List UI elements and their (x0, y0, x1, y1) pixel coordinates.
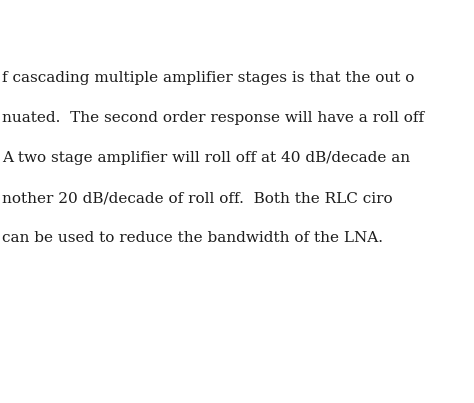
Text: f cascading multiple amplifier stages is that the out o: f cascading multiple amplifier stages is… (2, 71, 414, 85)
Text: nother 20 dB/decade of roll off.  Both the RLC ciro: nother 20 dB/decade of roll off. Both th… (2, 191, 392, 205)
Text: nuated.  The second order response will have a roll off: nuated. The second order response will h… (2, 111, 424, 125)
Text: can be used to reduce the bandwidth of the LNA.: can be used to reduce the bandwidth of t… (2, 231, 383, 245)
Text: A two stage amplifier will roll off at 40 dB/decade an: A two stage amplifier will roll off at 4… (2, 151, 410, 165)
